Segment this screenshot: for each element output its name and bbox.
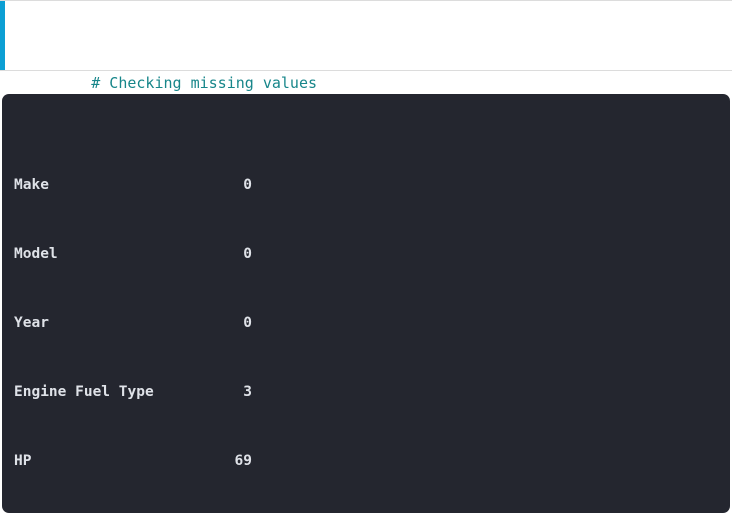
output-row-value: 0: [243, 246, 252, 262]
output-row: Engine Fuel Type 3: [14, 381, 730, 404]
code-comment-token: # Checking missing values: [91, 74, 318, 92]
code-line-comment: # Checking missing values: [19, 52, 732, 92]
code-input-cell[interactable]: # Checking missing values data.isnull().…: [0, 0, 732, 155]
output-row-value: 69: [234, 453, 252, 469]
output-row-value: 0: [243, 177, 252, 193]
output-row-value: 0: [243, 315, 252, 331]
cell-output-panel: Make 0 Model 0 Year 0 Engine Fuel Type 3…: [2, 94, 730, 513]
cell-active-accent-bar: [0, 1, 5, 70]
output-row-label: HP: [14, 453, 32, 469]
output-row-label: Model: [14, 246, 58, 262]
output-row-value: 3: [243, 384, 252, 400]
output-row-label: Year: [14, 315, 49, 331]
output-row-label: Make: [14, 177, 49, 193]
output-row: Make 0: [14, 174, 730, 197]
output-row: Year 0: [14, 312, 730, 335]
missing-values-series: Make 0 Model 0 Year 0 Engine Fuel Type 3…: [2, 105, 730, 513]
output-row: HP 69: [14, 450, 730, 473]
output-row: Model 0: [14, 243, 730, 266]
code-editor-area[interactable]: # Checking missing values data.isnull().…: [5, 1, 732, 155]
output-row-label: Engine Fuel Type: [14, 384, 154, 400]
cell-spacer: [0, 71, 732, 94]
